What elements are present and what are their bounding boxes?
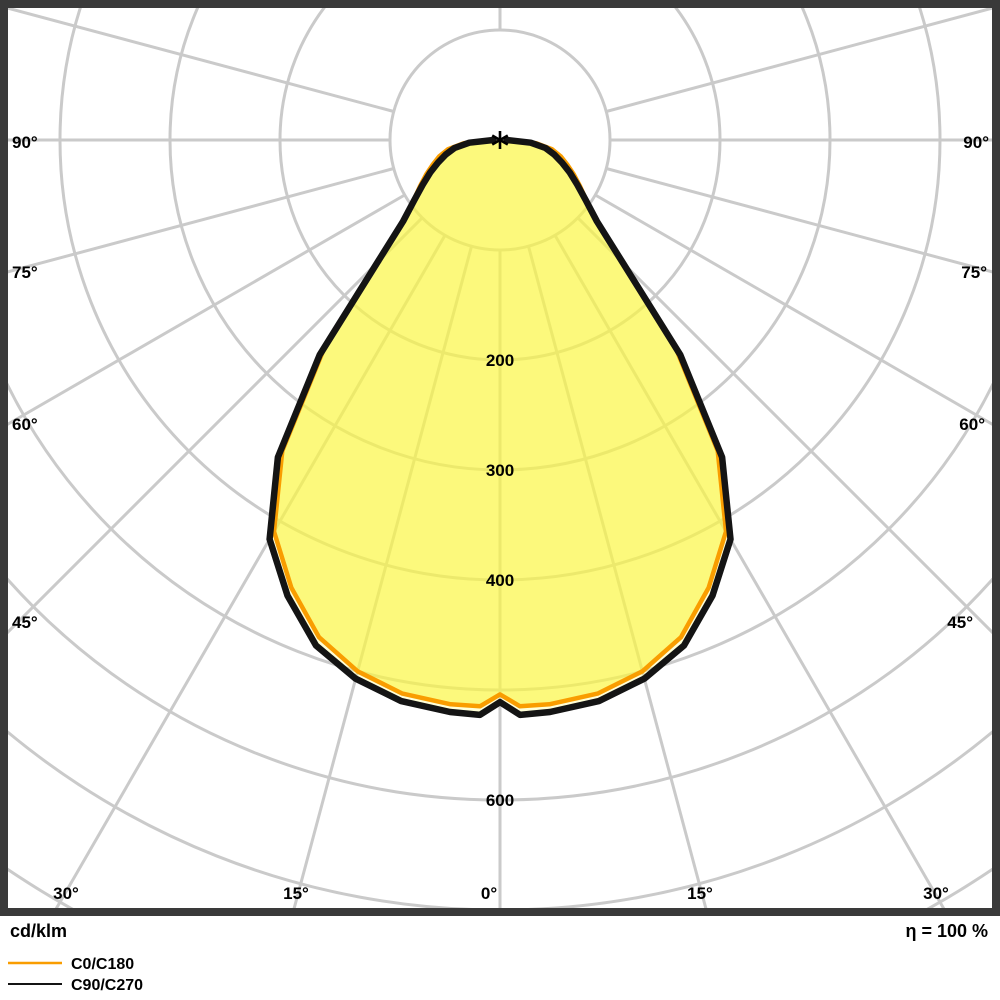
- grid-ray--105: [8, 8, 395, 113]
- efficiency-label: η = 100 %: [905, 921, 988, 941]
- angle-labels: 90° 75° 60° 45° 90° 75° 60° 45° 30° 15° 0° 15° 30°: [12, 133, 989, 903]
- grid-ray--45: [8, 216, 424, 635]
- angle-label-right-75°: 75°: [961, 263, 987, 282]
- angle-label-left-90°: 90°: [12, 133, 38, 152]
- ring-value-labels: 200 300 400 600: [486, 351, 514, 810]
- ring-label-400: 400: [486, 571, 514, 590]
- angle-label-bottom-1-15°: 15°: [283, 884, 309, 903]
- angle-label-left-45°: 45°: [12, 613, 38, 632]
- ring-label-300: 300: [486, 461, 514, 480]
- grid-ray-60: [594, 193, 992, 426]
- photometric-center-marker: [491, 131, 509, 149]
- ring-label-600: 600: [486, 791, 514, 810]
- grid-ray-105: [605, 8, 992, 113]
- legend-label-c90-c270: C90/C270: [71, 977, 143, 994]
- grid-ray-75: [605, 167, 992, 274]
- intensity-curves: [266, 136, 734, 719]
- intensity-fill: [269, 140, 731, 715]
- legend: C0/C180 C90/C270: [8, 956, 143, 994]
- angle-label-right-45°: 45°: [947, 613, 973, 632]
- grid-ray-45: [576, 216, 992, 635]
- grid-ray--60: [8, 193, 406, 426]
- angle-label-left-75°: 75°: [12, 263, 38, 282]
- angle-label-bottom-4-30°: 30°: [923, 884, 949, 903]
- center-marker-stroke: [491, 134, 509, 146]
- fill-c0-c180: [274, 140, 726, 707]
- plot-frame: [0, 0, 1000, 916]
- curve-c90-c270: [266, 136, 734, 719]
- angle-label-right-60°: 60°: [959, 415, 985, 434]
- angle-label-bottom-0-30°: 30°: [53, 884, 79, 903]
- angle-label-bottom-3-15°: 15°: [687, 884, 713, 903]
- ring-label-200: 200: [486, 351, 514, 370]
- angle-label-bottom-2-0°: 0°: [481, 884, 497, 903]
- angle-label-left-60°: 60°: [12, 415, 38, 434]
- units-label: cd/klm: [10, 921, 67, 941]
- grid-ray--75: [8, 167, 395, 274]
- legend-label-c0-c180: C0/C180: [71, 956, 134, 973]
- angle-label-right-90°: 90°: [963, 133, 989, 152]
